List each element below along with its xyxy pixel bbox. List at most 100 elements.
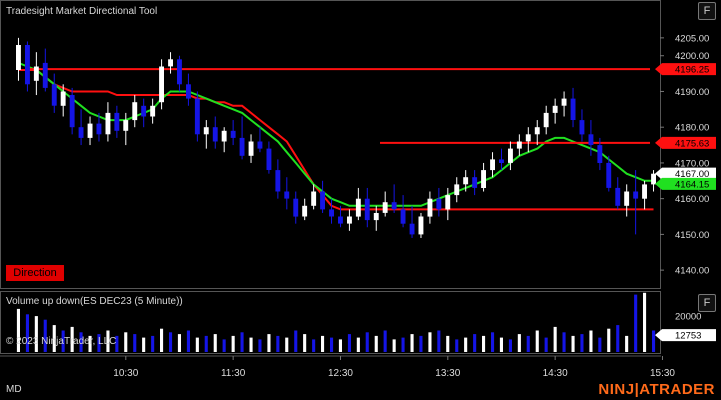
candle-body	[472, 177, 478, 188]
volume-bar	[428, 332, 432, 352]
volume-bar	[482, 335, 486, 352]
volume-bar	[553, 326, 557, 352]
volume-bar	[303, 334, 307, 352]
candle-body	[132, 102, 138, 121]
volume-bar	[240, 332, 244, 352]
volume-panel-frame	[0, 291, 661, 354]
candle-body	[320, 191, 325, 210]
volume-bar	[643, 292, 647, 352]
candle-body	[293, 198, 299, 217]
candle-body	[177, 59, 182, 85]
volume-bar	[124, 332, 128, 352]
candle-body	[25, 45, 30, 85]
time-tick-label: 11:30	[221, 368, 246, 379]
panel-f-button[interactable]: F	[698, 2, 716, 20]
volume-bar	[249, 337, 253, 352]
candle-body	[141, 105, 147, 117]
candle-body	[651, 173, 656, 185]
candle-body	[454, 184, 460, 196]
candle-body	[239, 137, 245, 156]
direction-button[interactable]: Direction	[6, 265, 64, 281]
volume-bar	[571, 335, 575, 352]
price-tick-label: 4150.00	[675, 230, 709, 241]
candle-body	[78, 127, 84, 138]
volume-panel-f-button[interactable]: F	[698, 294, 716, 312]
md-label: MD	[6, 384, 22, 395]
volume-bar	[338, 339, 342, 352]
candle-body	[373, 213, 379, 221]
candle-body	[311, 191, 317, 206]
volume-bar	[177, 334, 181, 352]
volume-bar	[356, 337, 360, 352]
volume-bar	[589, 330, 593, 352]
price-tick-label: 4160.00	[675, 194, 709, 205]
candle-body	[382, 202, 388, 213]
price-tick-label: 4190.00	[675, 87, 709, 98]
volume-bar	[16, 308, 20, 352]
candle-body	[60, 91, 66, 106]
volume-bar	[464, 337, 468, 352]
price-tick-label: 4180.00	[675, 123, 709, 134]
candle-body	[525, 134, 531, 142]
candle-body	[212, 127, 218, 142]
candle-body	[391, 202, 397, 210]
volume-bar	[186, 330, 190, 352]
time-tick-label: 13:30	[435, 368, 460, 379]
volume-title: Volume up down(ES DEC23 (5 Minute))	[6, 296, 183, 307]
volume-bar	[61, 330, 65, 352]
price-badge-label: 4167.00	[675, 169, 709, 180]
volume-bar	[312, 339, 316, 352]
time-tick-label: 10:30	[113, 368, 138, 379]
candle-body	[87, 123, 93, 138]
volume-bar	[133, 334, 137, 352]
candle-body	[561, 98, 567, 106]
candle-body	[615, 187, 621, 206]
volume-bar	[285, 337, 289, 352]
candle-body	[302, 205, 308, 217]
candle-body	[347, 216, 352, 224]
candle-body	[230, 130, 236, 138]
price-badge	[655, 63, 716, 76]
candle-body	[186, 84, 191, 99]
candle-body	[42, 62, 48, 88]
candle-body	[427, 198, 433, 217]
candle-body	[329, 209, 334, 217]
volume-bar	[267, 334, 271, 352]
candle-body	[534, 127, 540, 135]
candle-body	[266, 148, 272, 170]
volume-bar	[455, 339, 459, 352]
volume-bar	[79, 332, 83, 352]
candle-body	[355, 198, 361, 217]
candle-body	[284, 191, 290, 199]
copyright-text: © 2023 NinjaTrader, LLC	[6, 336, 117, 347]
volume-bar	[106, 330, 110, 352]
brand-part2: ATRADER	[639, 381, 715, 398]
volume-bar	[598, 337, 602, 352]
volume-bar	[392, 339, 396, 352]
volume-bar	[330, 337, 334, 352]
candle-body	[203, 127, 209, 135]
candle-body	[221, 130, 227, 142]
candle-body	[508, 148, 513, 163]
price-badge	[655, 177, 716, 190]
volume-bar	[517, 334, 521, 352]
price-badge-label: 4175.63	[675, 138, 709, 149]
volume-bar	[580, 334, 584, 352]
candle-body	[570, 98, 576, 120]
candle-body	[481, 170, 486, 188]
candle-body	[606, 162, 612, 188]
volume-bar	[508, 339, 512, 352]
candle-body	[248, 141, 254, 156]
candle-body	[624, 191, 630, 206]
volume-bar	[491, 332, 495, 352]
candle-body	[257, 141, 263, 149]
candle-body	[490, 159, 495, 171]
price-tick-label: 4200.00	[675, 51, 709, 62]
candle-body	[642, 184, 647, 199]
volume-bar	[607, 328, 611, 352]
candle-body	[597, 145, 603, 163]
price-badge	[655, 136, 716, 149]
candle-body	[633, 191, 639, 199]
candle-body	[51, 84, 57, 106]
